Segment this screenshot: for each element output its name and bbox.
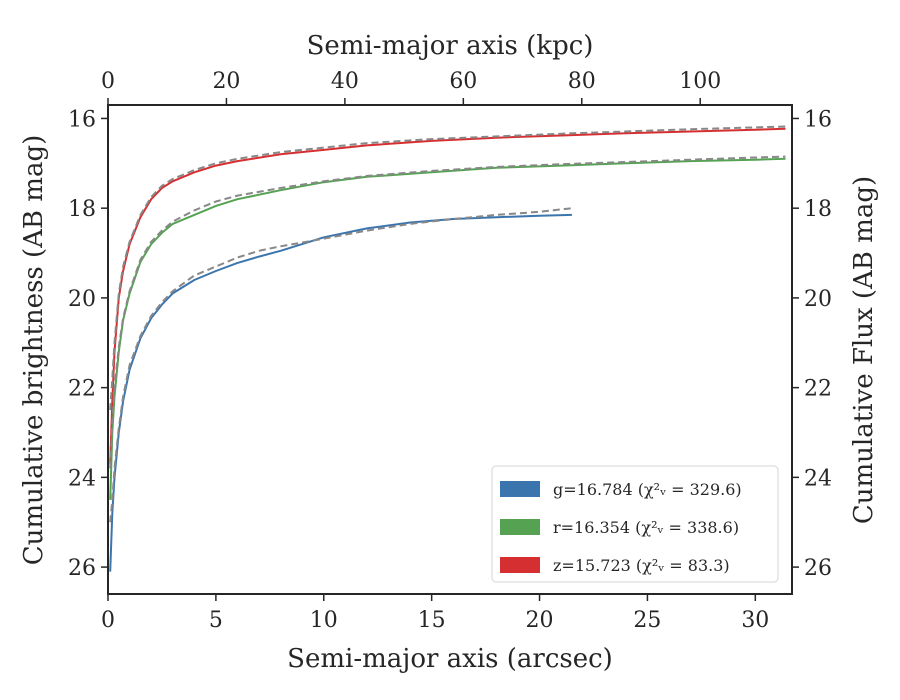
top-x-tick-label: 40 (331, 69, 359, 94)
plot-frame (107, 104, 793, 595)
y-tick-label: 24 (68, 466, 96, 491)
x-tick-label: 0 (101, 608, 115, 633)
x-tick-label: 20 (526, 608, 554, 633)
right-y-tick-label: 20 (804, 287, 832, 312)
z-model-curve (109, 125, 786, 411)
right-y-tick-label: 24 (804, 466, 832, 491)
right-y-tick-label: 22 (804, 377, 832, 402)
curves-layer (109, 125, 786, 572)
y-tick-label: 26 (68, 556, 96, 581)
legend-box (491, 465, 779, 583)
g-model-curve (109, 207, 573, 523)
right-y-tick-label: 26 (804, 556, 832, 581)
top-x-tick-label: 20 (212, 69, 240, 94)
y-tick-label: 20 (68, 287, 96, 312)
y-tick-label: 16 (68, 107, 96, 132)
legend-label-z: z=15.723 (χ²ᵥ = 83.3) (553, 556, 730, 575)
r-curve (109, 157, 786, 500)
x-tick-label: 10 (310, 608, 338, 633)
z-curve (109, 127, 786, 464)
top-x-axis-title: Semi-major axis (kpc) (307, 31, 594, 61)
right-y-tick-label: 16 (804, 107, 832, 132)
top-x-tick-label: 60 (449, 69, 477, 94)
top-x-tick-label: 0 (101, 69, 115, 94)
r-model-curve (109, 155, 786, 469)
x-tick-label: 5 (209, 608, 223, 633)
y-tick-label: 18 (68, 197, 96, 222)
legend-label-g: g=16.784 (χ²ᵥ = 329.6) (553, 480, 742, 499)
top-x-tick-label: 100 (679, 69, 721, 94)
legend-label-r: r=16.354 (χ²ᵥ = 338.6) (553, 518, 739, 537)
legend-swatch-z (500, 557, 540, 573)
top-x-tick-label: 80 (568, 69, 596, 94)
y-tick-label: 22 (68, 377, 96, 402)
x-tick-label: 25 (633, 608, 661, 633)
legend-swatch-g (500, 481, 540, 497)
legend: g=16.784 (χ²ᵥ = 329.6) r=16.354 (χ²ᵥ = 33… (491, 465, 779, 583)
x-tick-label: 30 (741, 608, 769, 633)
right-y-tick-label: 18 (804, 197, 832, 222)
x-axis-title: Semi-major axis (arcsec) (287, 644, 613, 674)
y-axis-title: Cumulative brightness (AB mag) (19, 135, 49, 566)
right-y-axis-title: Cumulative Flux (AB mag) (849, 176, 879, 524)
ticks-layer: 0 5 10 15 20 25 30 0 20 40 60 80 100 16 16 18 18 20 20 22 22… (68, 69, 832, 633)
x-tick-label: 15 (418, 608, 446, 633)
legend-swatch-r (500, 519, 540, 535)
